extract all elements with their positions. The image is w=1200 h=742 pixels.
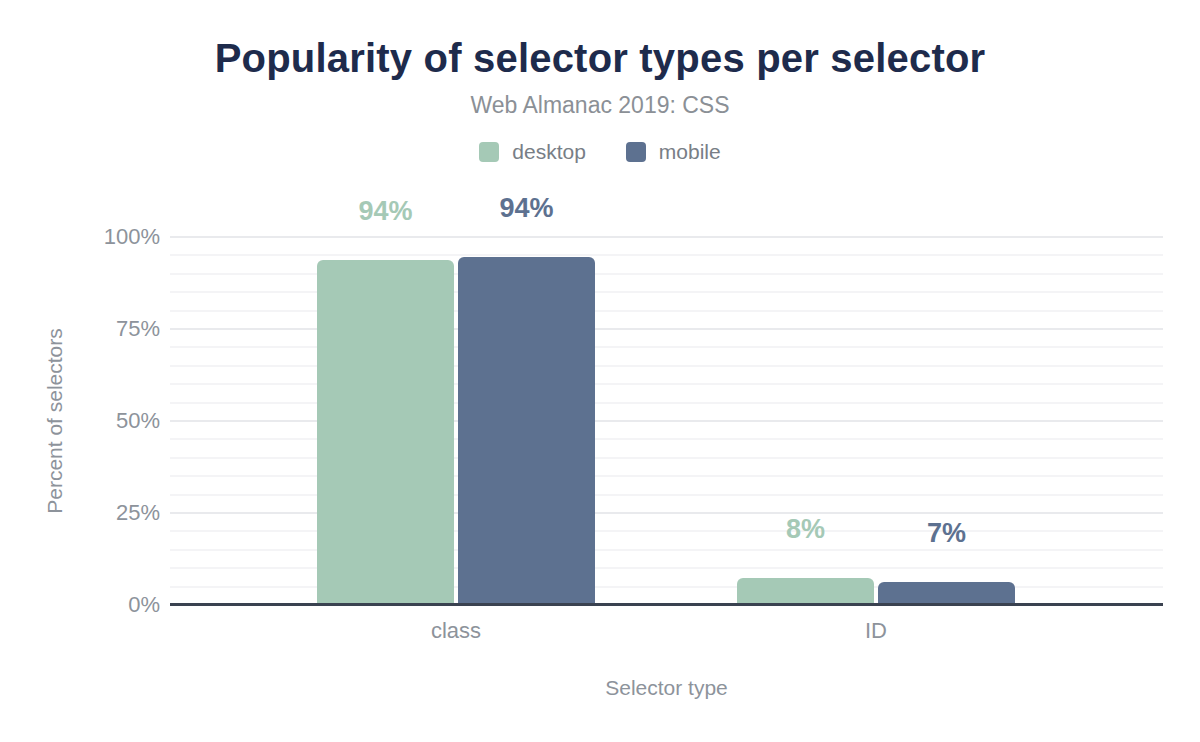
y-axis-title: Percent of selectors xyxy=(43,328,67,514)
gridline-major xyxy=(170,236,1163,238)
x-tick-label-class: class xyxy=(356,618,556,644)
bar-desktop-class xyxy=(317,260,454,605)
bar-mobile-ID xyxy=(878,582,1015,605)
x-axis-line xyxy=(170,603,1163,606)
y-tick-label: 100% xyxy=(40,224,160,250)
bar-value-label-mobile-ID: 7% xyxy=(867,518,1027,548)
bar-mobile-class xyxy=(458,257,595,605)
x-axis-title: Selector type xyxy=(170,676,1163,700)
bar-value-label-desktop-ID: 8% xyxy=(726,514,886,544)
bar-value-label-mobile-class: 94% xyxy=(447,193,607,223)
chart-figure: Popularity of selector types per selecto… xyxy=(0,0,1200,742)
x-tick-label-ID: ID xyxy=(776,618,976,644)
y-tick-label: 0% xyxy=(40,592,160,618)
gridline-minor xyxy=(170,254,1163,256)
bar-value-label-desktop-class: 94% xyxy=(306,196,466,226)
plot-area: 0%25%50%75%100% 94%8%94%7% classID Perce… xyxy=(0,0,1200,742)
bar-desktop-ID xyxy=(737,578,874,605)
